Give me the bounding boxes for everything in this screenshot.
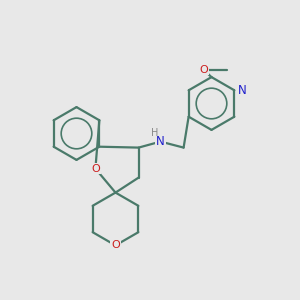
Text: O: O <box>91 164 100 174</box>
Text: N: N <box>156 135 165 148</box>
Text: H: H <box>152 128 159 138</box>
Text: O: O <box>111 240 120 250</box>
Text: O: O <box>199 64 208 75</box>
Text: N: N <box>238 84 247 97</box>
